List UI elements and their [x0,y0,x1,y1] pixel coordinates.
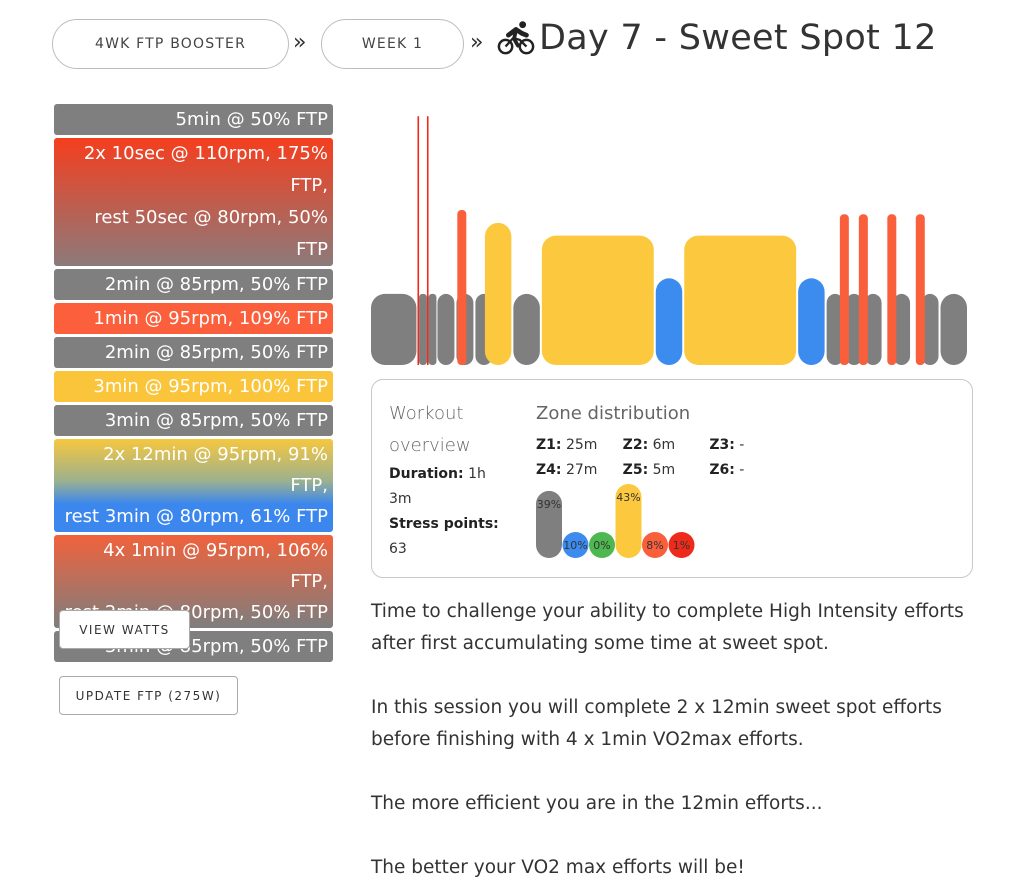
duration-value: 1h [468,466,486,482]
page-title-wrap: Day 7 - Sweet Spot 12 [497,18,937,58]
workout-segment-orange [839,214,849,365]
zone-bar-label: 43% [616,491,640,504]
duration-value: 3m [389,491,412,507]
zone-row: Z4: 27m Z5: 5m Z6: - [536,457,796,482]
breadcrumb-plan[interactable]: 4WK FTP BOOSTER [52,19,289,69]
step-item: 3min @ 95rpm, 100% FTP [54,371,333,402]
step-line: 4x 1min @ 95rpm, 106% FTP, [103,540,328,592]
step-item: 3min @ 85rpm, 50% FTP [54,405,333,436]
workout-overview-panel: Workout overview Duration: 1h 3m Stress … [371,379,973,578]
duration-label: Duration: [389,466,464,482]
step-item: 2min @ 85rpm, 50% FTP [54,269,333,300]
workout-segment-grey [419,293,427,365]
overview-heading: overview [389,435,471,456]
zone-distribution-chart: 39% 10% 0% 43% 8% 1% [536,484,695,558]
workout-segment-orange [915,214,925,365]
breadcrumb-week[interactable]: WEEK 1 [321,19,464,69]
breadcrumb-separator: » [293,30,307,55]
zone-bar-label: 39% [537,498,561,511]
description-paragraph: In this session you will complete 2 x 12… [371,697,942,750]
view-watts-button[interactable]: VIEW WATTS [59,610,190,649]
zone-bar-z4 [615,484,642,558]
zone-z2: Z2: 6m [622,436,676,453]
zone-distribution-heading: Zone distribution [536,403,691,424]
zone-bar-z3 [589,532,615,558]
stress-label: Stress points: [389,516,499,532]
workout-segment-grey [845,293,863,365]
workout-segment-yellow [484,222,512,365]
update-ftp-button[interactable]: UPDATE FTP (275W) [59,676,238,715]
zone-row: Z1: 25m Z2: 6m Z3: - [536,432,796,457]
workout-steps: 5min @ 50% FTP 2x 10sec @ 110rpm, 175% F… [54,104,333,665]
zone-bar-z2 [562,532,589,558]
description-paragraph: The more efficient you are in the 12min … [371,793,823,814]
zone-z1: Z1: 25m [536,436,598,453]
zone-bar-label: 0% [593,539,610,552]
workout-segment-grey [437,293,455,365]
overview-section: Workout overview Duration: 1h 3m Stress … [389,398,504,562]
step-item: 1min @ 95rpm, 109% FTP [54,303,333,334]
description-paragraph: Time to challenge your ability to comple… [371,601,964,654]
duration-row: Duration: 1h [389,462,504,487]
zone-z3: Z3: - [709,436,745,453]
workout-segment-grey [940,293,967,365]
step-item: 5min @ 50% FTP [54,104,333,135]
workout-segment-blue [655,278,683,365]
zone-bar-z6 [668,532,695,558]
workout-segment-orange [457,210,467,365]
workout-segment-yellow [684,235,797,365]
workout-segment-red [426,116,429,365]
step-line: 2x 10sec @ 110rpm, 175% FTP, [83,143,328,196]
step-item: 2x 10sec @ 110rpm, 175% FTP, rest 50sec … [54,138,333,266]
workout-segment-grey [513,293,540,365]
zone-bar-z5 [642,532,668,558]
zone-bar-label: 1% [673,539,690,552]
step-line: rest 3min @ 80rpm, 61% FTP [64,506,328,527]
cyclist-icon [497,21,535,55]
zone-z5: Z5: 5m [622,461,676,478]
workout-segment-orange [858,214,868,365]
workout-segment-yellow [541,235,654,365]
workout-segment-red [417,116,420,365]
zone-z6: Z6: - [709,461,745,478]
zone-bar-label: 8% [646,539,663,552]
workout-segment-blue [798,278,825,365]
step-line: 2x 12min @ 95rpm, 91% FTP, [103,444,328,496]
zone-z4: Z4: 27m [536,461,598,478]
workout-segment-orange [887,214,897,365]
workout-segment-grey [371,293,417,365]
stress-value: 63 [389,541,407,557]
step-item: 2min @ 85rpm, 50% FTP [54,337,333,368]
workout-segment-grey [428,293,437,365]
description-paragraph: The better your VO2 max efforts will be! [371,857,745,878]
zone-grid: Z1: 25m Z2: 6m Z3: - Z4: 27m Z5: 5m Z6: … [536,432,796,482]
step-line: rest 50sec @ 80rpm, 50% FTP [94,207,328,260]
zone-bar-z1 [536,490,562,558]
page-title: Day 7 - Sweet Spot 12 [539,18,937,58]
workout-description: Time to challenge your ability to comple… [371,596,971,881]
workout-segment-grey [826,293,844,365]
workout-segment-grey [893,293,911,365]
overview-heading: Workout [389,403,464,424]
workout-profile-chart [371,116,967,365]
breadcrumb-separator: » [470,30,484,55]
zone-bar-label: 10% [563,539,587,552]
workout-segment-grey [864,293,882,365]
workout-segment-grey [921,293,939,365]
step-item: 2x 12min @ 95rpm, 91% FTP, rest 3min @ 8… [54,439,333,532]
